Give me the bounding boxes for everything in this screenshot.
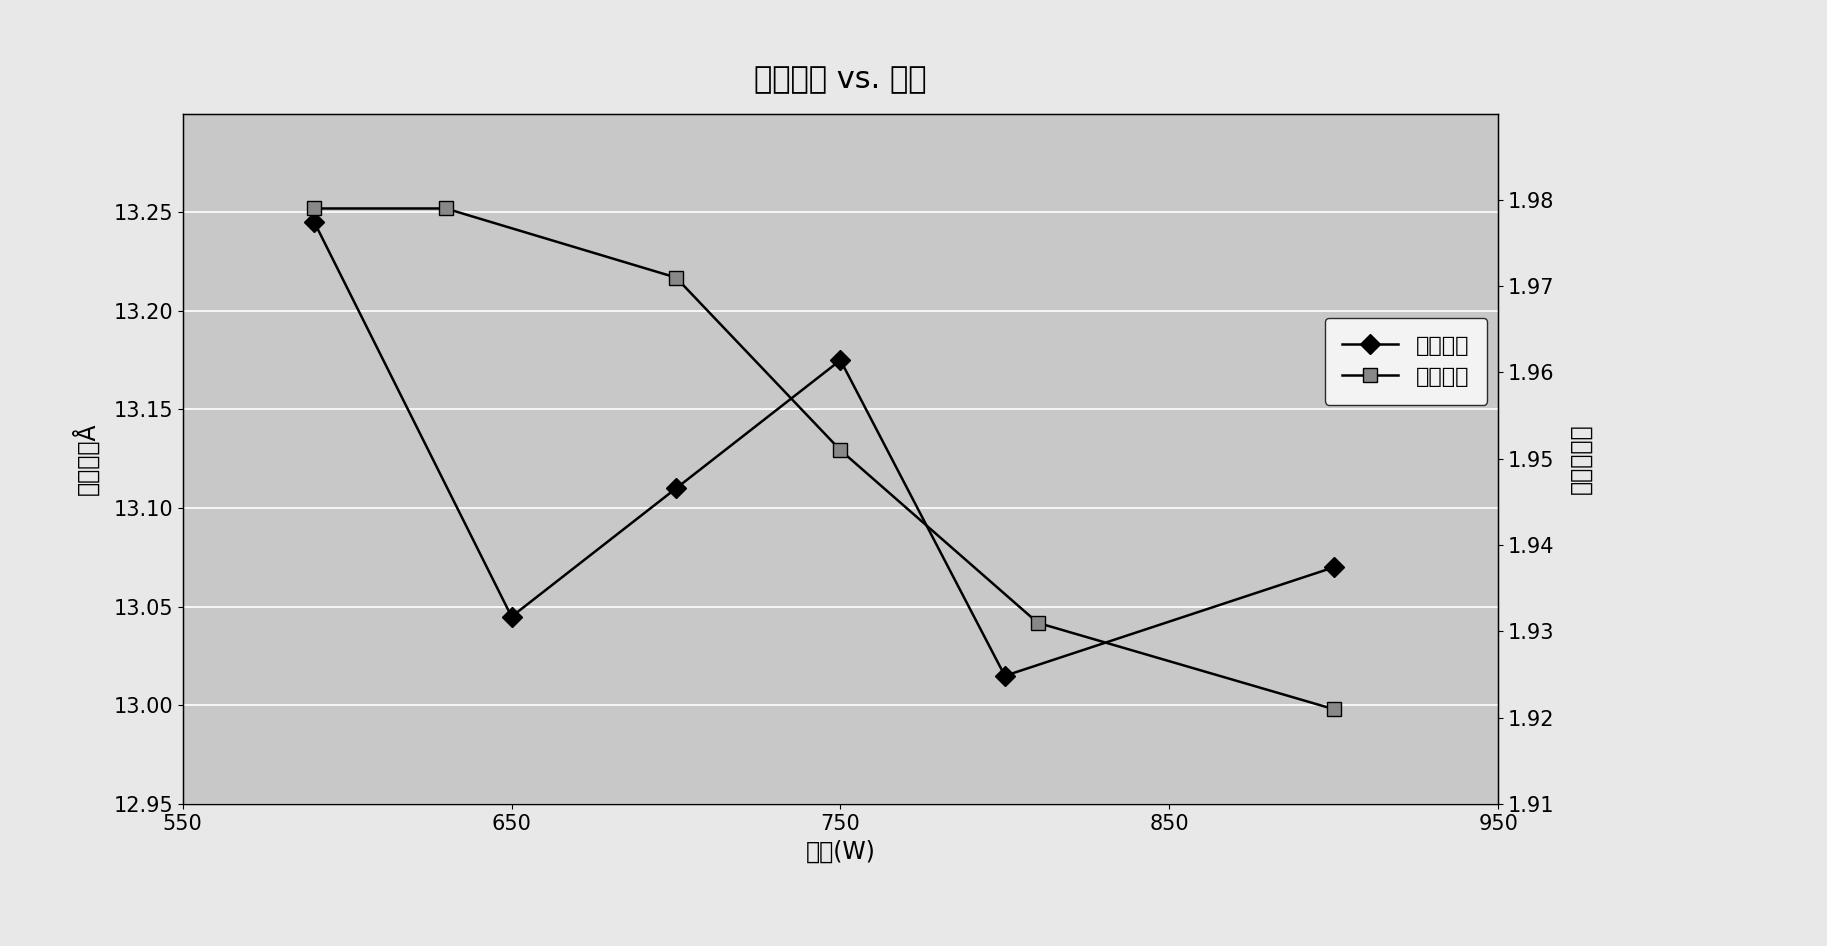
电性厅度 bbox=[829, 355, 851, 366]
Line: 电性厅度: 电性厅度 bbox=[307, 215, 1341, 683]
Y-axis label: 电性厅度Å: 电性厅度Å bbox=[71, 423, 99, 495]
电性厅度 bbox=[665, 482, 687, 494]
击穿电压 bbox=[1027, 617, 1049, 628]
Legend: 电性厅度, 击穿电压: 电性厅度, 击穿电压 bbox=[1325, 318, 1487, 405]
击穿电压 bbox=[303, 202, 325, 214]
击穿电压 bbox=[829, 445, 851, 456]
Line: 击穿电压: 击穿电压 bbox=[307, 201, 1341, 716]
电性厅度 bbox=[501, 611, 523, 622]
Y-axis label: 击穿电压伏: 击穿电压伏 bbox=[1568, 424, 1593, 494]
电性厅度 bbox=[1323, 562, 1345, 573]
击穿电压 bbox=[1323, 704, 1345, 715]
Title: 电性厅度 vs. 功率: 电性厅度 vs. 功率 bbox=[755, 65, 926, 95]
击穿电压 bbox=[435, 202, 457, 214]
电性厅度 bbox=[994, 670, 1016, 681]
电性厅度 bbox=[303, 217, 325, 228]
X-axis label: 功率(W): 功率(W) bbox=[806, 839, 875, 864]
击穿电压 bbox=[665, 272, 687, 283]
